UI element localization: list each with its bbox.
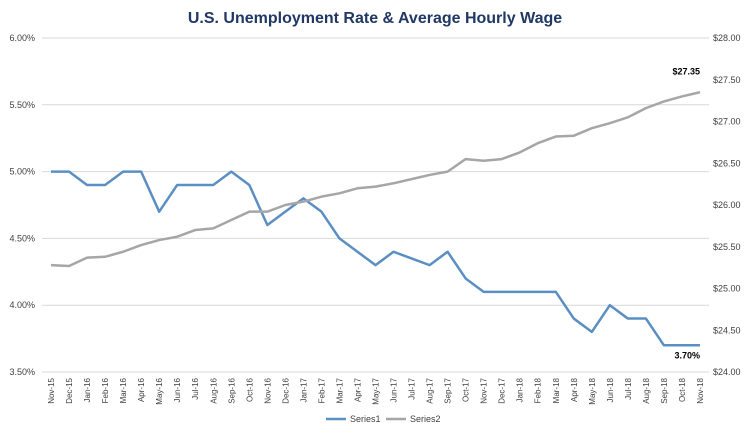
x-tick-label: Apr-16	[137, 377, 146, 402]
legend-label-1: Series1	[350, 414, 381, 424]
x-tick-label: Jan-16	[83, 377, 92, 402]
left-tick-label: 5.00%	[9, 167, 35, 177]
left-tick-label: 3.50%	[9, 367, 35, 377]
series-lines	[50, 91, 701, 347]
x-tick-label: Apr-17	[353, 377, 362, 402]
x-tick-label: Nov-17	[480, 377, 489, 403]
x-tick-label: Oct-18	[678, 377, 687, 402]
right-tick-label: $24.00	[713, 367, 741, 377]
x-tick-label: Nov-16	[263, 377, 272, 403]
right-tick-label: $25.00	[713, 284, 741, 294]
x-tick-label: Oct-16	[245, 377, 254, 402]
x-tick-label: Jun-17	[390, 377, 399, 402]
x-tick-label: Feb-18	[534, 377, 543, 403]
right-axis-ticks: $24.00 $24.50 $25.00 $25.50 $26.00 $26.50 $27.…	[713, 33, 741, 377]
x-tick-label: Sep-16	[227, 377, 236, 403]
x-tick-label: Feb-17	[317, 377, 326, 403]
right-tick-label: $27.00	[713, 117, 741, 127]
x-tick-label: Mar-17	[335, 377, 344, 403]
legend-label-2: Series2	[410, 414, 441, 424]
x-tick-label: Mar-16	[119, 377, 128, 403]
x-tick-label: Nov-18	[696, 377, 705, 403]
legend: Series1 Series2	[326, 414, 441, 424]
x-tick-label: Jul-18	[624, 377, 633, 399]
x-tick-label: Dec-17	[498, 377, 507, 403]
x-tick-label: May-16	[155, 377, 164, 404]
x-tick-label: May-18	[588, 377, 597, 404]
left-tick-label: 4.00%	[9, 300, 35, 310]
data-label: 3.70%	[674, 350, 700, 360]
right-tick-label: $28.00	[713, 33, 741, 43]
left-tick-label: 4.50%	[9, 233, 35, 243]
x-tick-label: Jul-16	[191, 377, 200, 399]
data-label: $27.35	[672, 66, 700, 76]
x-tick-label: Sep-18	[660, 377, 669, 403]
x-tick-label: Feb-16	[101, 377, 110, 403]
chart-title: U.S. Unemployment Rate & Average Hourly …	[188, 10, 562, 27]
x-tick-label: Apr-18	[570, 377, 579, 402]
left-axis-ticks: 3.50% 4.00% 4.50% 5.00% 5.50% 6.00%	[9, 33, 35, 377]
right-tick-label: $26.50	[713, 158, 741, 168]
x-tick-label: Jan-17	[299, 377, 308, 402]
right-tick-label: $24.50	[713, 325, 741, 335]
x-tick-label: Jun-16	[173, 377, 182, 402]
series-line-2	[50, 91, 701, 268]
x-tick-label: Dec-16	[281, 377, 290, 403]
x-tick-label: Jun-18	[606, 377, 615, 402]
x-tick-label: Nov-15	[47, 377, 56, 403]
right-tick-label: $26.00	[713, 200, 741, 210]
x-tick-label: Jan-18	[516, 377, 525, 402]
left-tick-label: 6.00%	[9, 33, 35, 43]
data-annotations: $27.35 3.70%	[672, 66, 700, 360]
right-tick-label: $27.50	[713, 75, 741, 85]
x-tick-label: May-17	[372, 377, 381, 404]
x-tick-label: Jul-17	[408, 377, 417, 399]
x-tick-label: Oct-17	[462, 377, 471, 402]
x-tick-label: Sep-17	[444, 377, 453, 403]
gridlines	[42, 37, 709, 373]
right-tick-label: $25.50	[713, 242, 741, 252]
x-tick-label: Aug-18	[642, 377, 651, 403]
x-tick-label: Dec-15	[65, 377, 74, 403]
x-tick-label: Aug-16	[209, 377, 218, 403]
series-line-1	[51, 170, 700, 347]
x-tick-label: Aug-17	[426, 377, 435, 403]
x-tick-label: Mar-18	[552, 377, 561, 403]
left-tick-label: 5.50%	[9, 100, 35, 110]
x-axis-ticks: Nov-15 Dec-15 Jan-16 Feb-16 Mar-16 Apr-16 May-…	[47, 377, 705, 404]
